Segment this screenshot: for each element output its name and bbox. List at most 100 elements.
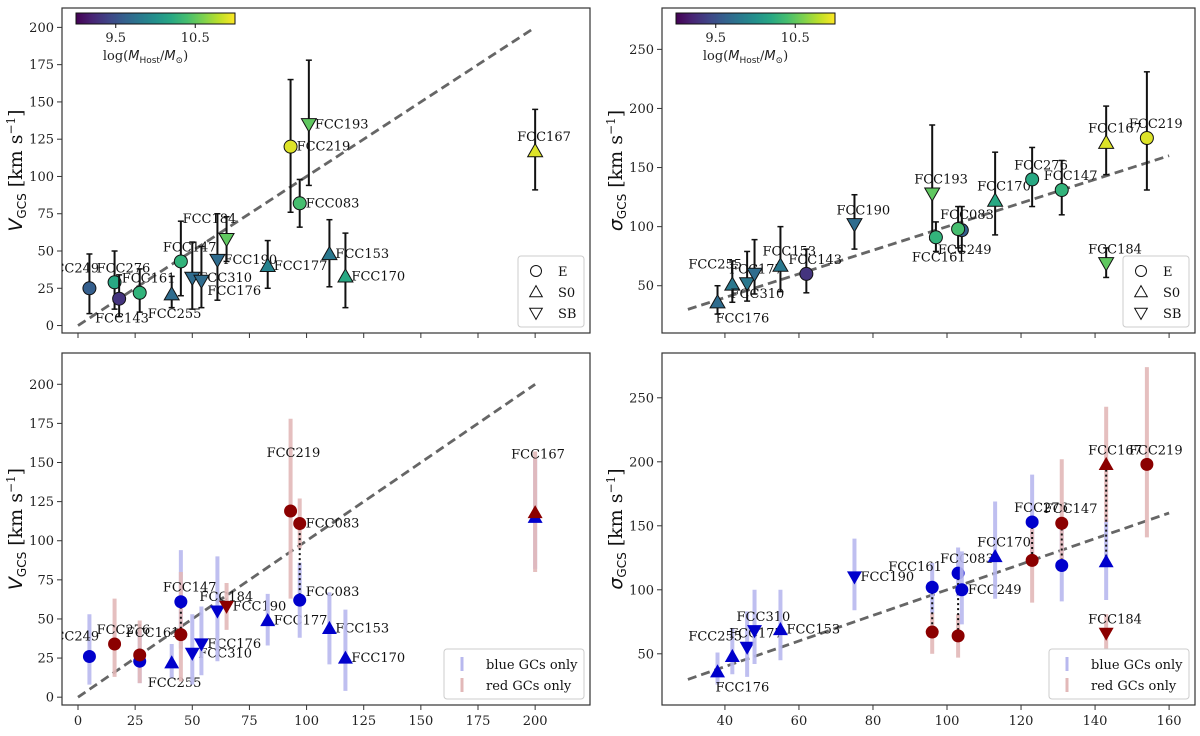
- point-label: FCC167: [517, 130, 571, 145]
- point-label: FCC167: [511, 448, 565, 463]
- plot-area: FCC176FCC255FCC177FCC310FCC153FCC143FCC1…: [687, 71, 1183, 326]
- legend-marker-circle: [1135, 265, 1147, 277]
- point-label: FCC249: [45, 630, 99, 645]
- y-tick-label: 250: [629, 43, 654, 58]
- data-point-FCC170: FCC170: [337, 232, 405, 309]
- x-tick-label: 40: [717, 714, 734, 729]
- data-point-FCC161: FCC161: [912, 221, 966, 265]
- panel-bottom-right: 40 60 80 100 120 140 160 50 100 150 200 250 σGCS [km…: [604, 352, 1196, 729]
- data-point-FCC190: FCC190: [219, 582, 286, 630]
- point-label: FCC255: [148, 676, 202, 691]
- x-tick-label: 200: [523, 714, 548, 729]
- point-label: FCC170: [351, 651, 405, 666]
- axes-frame: [61, 7, 591, 334]
- data-point-FCC170: FCC170: [977, 151, 1031, 236]
- x-tick-label: 100: [294, 714, 319, 729]
- marker: [1025, 172, 1040, 187]
- y-axis-label: σGCS [km s−1]: [604, 110, 629, 231]
- legend-box: [1048, 648, 1190, 700]
- one-to-one-line: [687, 154, 1170, 311]
- legend-label: SB: [1163, 307, 1181, 322]
- legend-marker-circle: [530, 265, 542, 277]
- marker: [951, 222, 966, 236]
- legend-box: [517, 255, 585, 328]
- marker: [986, 192, 1004, 207]
- data-point-FCC193: FCC193: [300, 59, 369, 187]
- point-label: FCC219: [267, 446, 321, 461]
- marker: [337, 267, 354, 283]
- point-label: FCC161: [888, 560, 942, 575]
- data-point-FCC167: FCC167: [511, 448, 565, 573]
- blue-marker: [955, 583, 969, 597]
- y-tick-label: 25: [37, 652, 54, 667]
- marker: [218, 232, 235, 248]
- data-point-FCC176: FCC176: [709, 284, 769, 326]
- marker: [112, 291, 127, 306]
- one-to-one-line: [77, 26, 536, 327]
- y-tick-label: 0: [46, 691, 54, 706]
- legend-label: SB: [558, 307, 576, 322]
- legend-label: E: [558, 265, 568, 280]
- y-tick-label: 50: [637, 279, 654, 294]
- point-label: FCC153: [762, 245, 816, 260]
- data-point-FCC219: FCC219: [283, 78, 350, 213]
- legend-label: S0: [558, 286, 575, 301]
- marker: [772, 257, 789, 272]
- data-point-FCC255: FCC255: [148, 275, 201, 322]
- x-tick-label: 75: [241, 714, 258, 729]
- data-point-FCC170: FCC170: [337, 609, 405, 691]
- colorbar-gradient: [675, 12, 836, 25]
- data-point-FCC184: FCC184: [183, 212, 236, 263]
- data-point-FCC083: FCC083 FCC083: [293, 498, 359, 638]
- data-point-FCC153: FCC153: [321, 218, 389, 288]
- red-marker: [951, 629, 965, 643]
- point-label: FCC167: [1088, 443, 1142, 458]
- marker: [292, 196, 307, 211]
- marker: [738, 277, 756, 292]
- x-tick-label: 140: [1083, 714, 1108, 729]
- point-label: FCC276: [1014, 501, 1068, 516]
- marker: [107, 275, 122, 290]
- legend-label: red GCs only: [486, 679, 572, 694]
- point-label: FCC190: [860, 570, 914, 585]
- marker: [709, 293, 726, 309]
- axes-frame: [61, 352, 591, 706]
- x-tick-label: 175: [466, 714, 491, 729]
- blue-marker: [925, 580, 939, 594]
- colorbar-label: log(MHost/M⊙): [703, 49, 788, 66]
- x-tick-label: 160: [1157, 714, 1182, 729]
- data-point-FCC143: FCC143: [788, 248, 842, 294]
- legend: blue GCs only red GCs only: [443, 648, 585, 700]
- legend-marker-triangle-up: [528, 284, 544, 298]
- data-point-FCC310: FCC310: [184, 614, 252, 685]
- x-tick-label: 120: [1009, 714, 1034, 729]
- point-label: FCC147: [1044, 169, 1098, 184]
- legend-marker-triangle-down: [528, 307, 544, 321]
- y-axis-label: VGCS [km s−1]: [4, 109, 29, 231]
- data-point-FCC249: FCC249: [45, 614, 99, 685]
- blue-marker: [184, 647, 200, 661]
- x-tick-label: 50: [184, 714, 201, 729]
- data-point-FCC176: FCC176: [193, 245, 261, 309]
- data-point-FCC176: FCC176: [193, 606, 261, 676]
- marker: [132, 285, 147, 300]
- red-marker: [108, 637, 122, 651]
- point-label: FCC184: [1088, 242, 1142, 257]
- colorbar-label: log(MHost/M⊙): [103, 49, 188, 66]
- marker: [173, 254, 188, 269]
- data-point-FCC190: FCC190: [209, 212, 277, 301]
- data-point-FCC161: FCC161: [126, 620, 179, 684]
- data-point-FCC276: FCC276: [1014, 146, 1068, 208]
- data-point-FCC153: FCC153: [762, 225, 816, 293]
- point-label: FCC190: [836, 203, 890, 218]
- panel-top-left: 0 25 50 75 100 125 150 175 200 VGCS [km s−1] FCC24…: [4, 7, 591, 338]
- marker: [321, 245, 338, 261]
- point-label: FCC190: [223, 253, 277, 268]
- y-tick-label: 150: [29, 95, 54, 110]
- colorbar: 9.5 10.5 log(MHost/M⊙): [675, 12, 836, 66]
- blue-marker: [710, 664, 725, 678]
- blue-marker: [772, 622, 788, 636]
- y-tick-label: 250: [629, 391, 654, 406]
- x-tick-label: 80: [865, 714, 882, 729]
